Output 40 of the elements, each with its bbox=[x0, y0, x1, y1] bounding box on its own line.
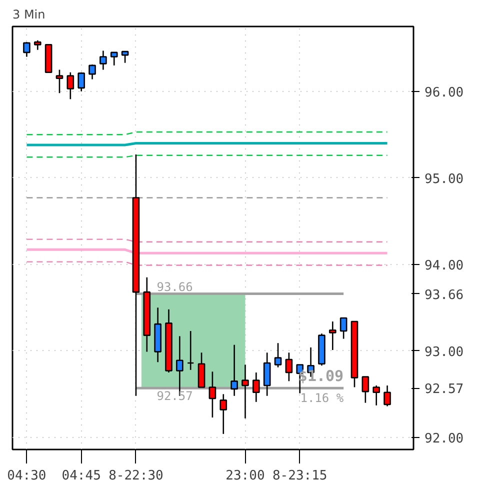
candlestick bbox=[328, 320, 336, 351]
candlestick bbox=[66, 72, 74, 100]
candlestick bbox=[230, 344, 238, 397]
x-tick-label: 23:00 bbox=[226, 468, 265, 484]
y-tick-label: 92.57 bbox=[424, 382, 464, 398]
x-tick-label: 04:30 bbox=[7, 468, 46, 484]
x-tick-label: 8-22:30 bbox=[108, 468, 164, 484]
candlestick bbox=[78, 72, 85, 92]
candlestick bbox=[263, 352, 271, 397]
candlestick bbox=[372, 384, 380, 406]
x-tick-label: 04:45 bbox=[62, 468, 101, 484]
candlestick bbox=[252, 372, 260, 403]
candlestick bbox=[220, 393, 228, 435]
y-tick-label: 95.00 bbox=[424, 172, 464, 187]
candlestick bbox=[56, 69, 64, 94]
annotation: 1.16 % bbox=[300, 391, 344, 406]
candlestick bbox=[88, 64, 96, 80]
candlestick bbox=[121, 50, 129, 64]
y-tick-label: 96.00 bbox=[424, 85, 464, 100]
candlestick bbox=[186, 330, 194, 371]
candlestick bbox=[208, 370, 216, 418]
candlestick bbox=[384, 384, 391, 407]
candlestick bbox=[340, 317, 348, 340]
candlestick bbox=[362, 376, 370, 404]
y-tick-label: 93.00 bbox=[424, 344, 464, 360]
candlestick bbox=[242, 364, 249, 420]
candlestick bbox=[34, 40, 42, 51]
candlestick bbox=[100, 50, 107, 70]
y-tick-label: 94.00 bbox=[424, 258, 464, 274]
x-tick-label: 8-23:15 bbox=[272, 468, 328, 484]
candlestick bbox=[23, 41, 30, 58]
candlestick bbox=[110, 52, 118, 66]
candlestick bbox=[285, 352, 293, 382]
y-tick-label: 92.00 bbox=[424, 431, 464, 446]
chart-title: 3 Min bbox=[12, 8, 46, 22]
annotation: 92.57 bbox=[156, 389, 193, 404]
annotation: 93.66 bbox=[156, 280, 193, 294]
candlestick bbox=[198, 352, 206, 388]
y-tick-label: 93.66 bbox=[424, 288, 464, 303]
candlestick bbox=[274, 342, 282, 368]
